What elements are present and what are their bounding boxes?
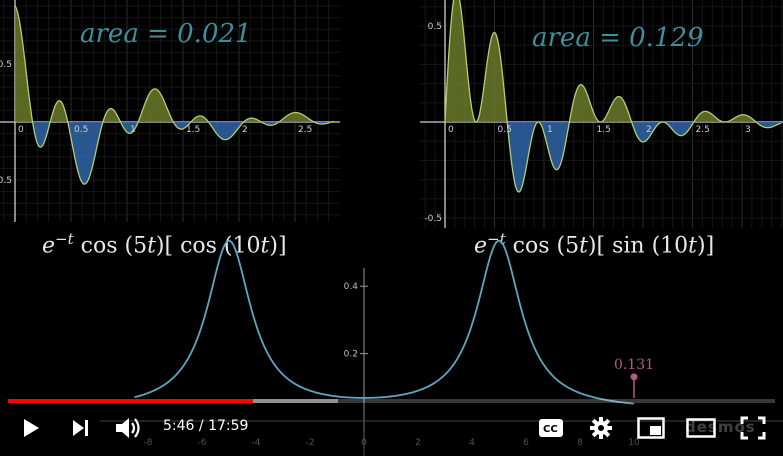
theater-icon — [686, 418, 716, 438]
bottom-y-tick-label: 0.4 — [344, 282, 359, 292]
right-graph-panel: 0 0.5 1 1.5 2 2.5 3 0.5 -0.5 area = 0.129 — [420, 0, 783, 228]
captions-button[interactable]: CC — [533, 410, 569, 446]
x-tick-label: 1.5 — [186, 125, 200, 135]
x-tick-label: 1 — [547, 125, 553, 135]
next-icon — [73, 420, 88, 436]
x-tick-label: 2.5 — [696, 125, 710, 135]
x-tick-label: 2.5 — [298, 125, 312, 135]
svg-text:CC: CC — [543, 424, 558, 435]
time-display: 5:46 / 17:59 — [163, 418, 249, 434]
settings-icon — [590, 417, 612, 439]
theater-button[interactable] — [683, 410, 719, 446]
right-formula: e−t cos (5t)[ sin (10t)] — [474, 230, 715, 259]
fullscreen-icon — [740, 416, 766, 440]
progress-bar[interactable] — [8, 399, 775, 403]
miniplayer-button[interactable] — [633, 410, 669, 446]
x-tick-label: 2 — [646, 125, 652, 135]
integrand-curve — [14, 5, 335, 185]
left-formula: e−t cos (5t)[ cos (10t)] — [42, 230, 287, 259]
bottom-y-tick-label: 0.2 — [344, 350, 358, 360]
x-tick-label: 3 — [745, 125, 751, 135]
y-tick-label: 0.5 — [428, 22, 442, 32]
right-graph: 0 0.5 1 1.5 2 2.5 3 0.5 -0.5 area = 0.129 — [420, 0, 783, 228]
x-tick-label: 0 — [448, 125, 454, 135]
settings-button[interactable] — [583, 410, 619, 446]
miniplayer-icon — [637, 417, 665, 439]
left-graph: 0 0.5 1 1.5 2 2.5 0.5 -0.5 area = 0.021 — [0, 0, 340, 222]
x-tick-label: 1 — [130, 125, 136, 135]
x-tick-label: 0 — [18, 125, 24, 135]
volume-icon — [116, 418, 140, 438]
x-tick-label: 1.5 — [597, 125, 611, 135]
play-icon — [24, 419, 39, 437]
y-tick-label: -0.5 — [0, 176, 12, 186]
played-bar — [8, 399, 254, 403]
desmos-watermark: desmos — [685, 418, 756, 436]
negative-area — [445, 122, 782, 192]
x-tick-label: 0.5 — [498, 125, 512, 135]
captions-icon: CC — [539, 419, 563, 437]
y-tick-label: -0.5 — [424, 214, 442, 224]
y-tick-label: 0.5 — [0, 60, 12, 70]
x-tick-label: 2 — [242, 125, 248, 135]
point-value-label: 0.131 — [614, 357, 654, 373]
area-label: area = 0.021 — [80, 19, 252, 49]
area-label: area = 0.129 — [532, 23, 704, 53]
left-graph-panel: 0 0.5 1 1.5 2 2.5 0.5 -0.5 area = 0.021 — [0, 0, 340, 222]
marked-point — [630, 373, 638, 381]
volume-button[interactable] — [110, 410, 146, 446]
play-button[interactable] — [12, 410, 48, 446]
negative-area — [15, 122, 334, 185]
spectrum-curve — [134, 239, 635, 405]
fullscreen-button[interactable] — [735, 410, 771, 446]
next-button[interactable] — [62, 410, 98, 446]
integrand-curve — [444, 0, 782, 193]
x-tick-label: 0.5 — [74, 125, 88, 135]
